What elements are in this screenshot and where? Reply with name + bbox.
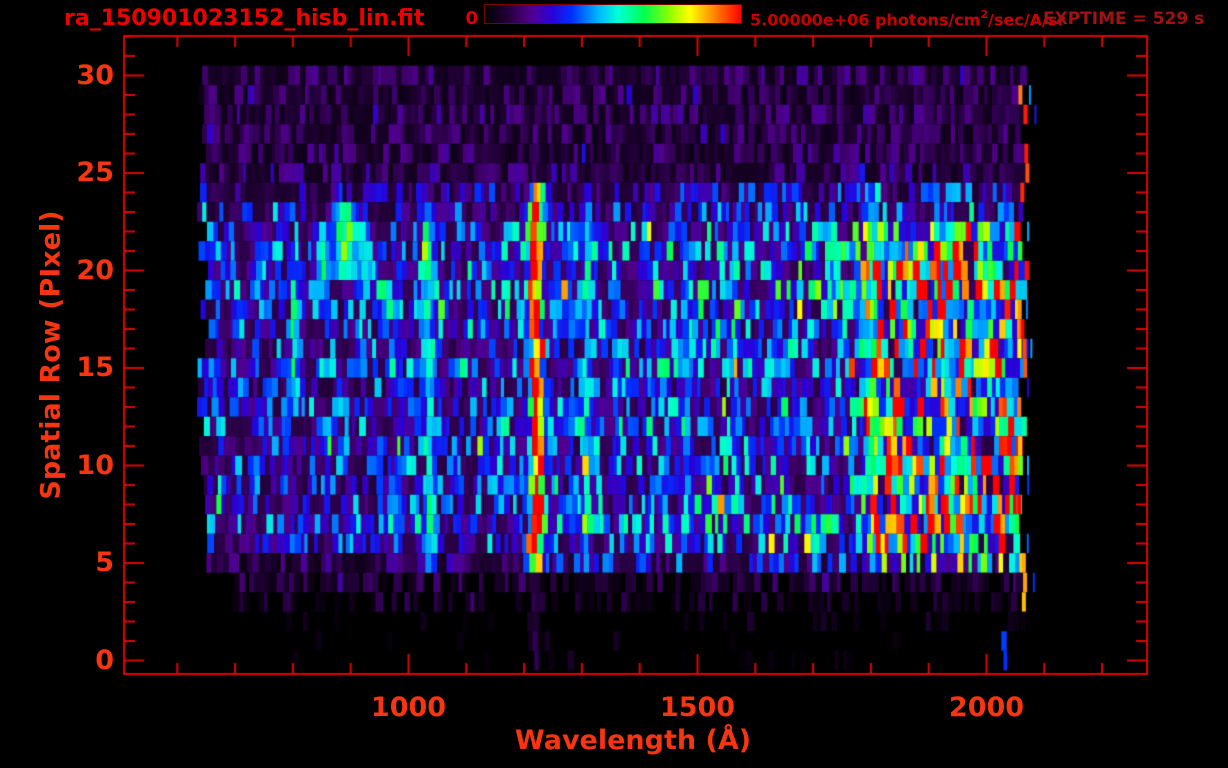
y-tick-label: 5 <box>95 547 114 578</box>
colorbar-gradient <box>484 4 742 24</box>
x-tick-label: 1500 <box>659 692 736 723</box>
flux-value-units: 5.00000e+06 photons/cm <box>750 10 981 30</box>
exptime-label: EXPTIME = 529 s <box>1043 9 1205 29</box>
x-tick-label: 1000 <box>370 692 447 723</box>
y-tick-label: 10 <box>76 449 114 481</box>
x-axis-title: Wavelength (Å) <box>514 725 752 756</box>
y-tick-label: 20 <box>76 254 114 286</box>
colorbar-max-label: 5.00000e+06 photons/cm2/sec/A/sr <box>750 8 1066 30</box>
x-tick-label: 2000 <box>948 692 1025 723</box>
file-title: ra_150901023152_hisb_lin.fit <box>64 6 425 31</box>
y-tick-label: 25 <box>76 157 114 188</box>
y-tick-label: 0 <box>95 644 114 676</box>
y-tick-label: 30 <box>76 59 114 91</box>
y-tick-label: 15 <box>76 352 114 383</box>
flux-units-suffix: /sec/A/sr <box>988 10 1066 30</box>
colorbar-min-label: 0 <box>465 8 478 29</box>
flux-superscript: 2 <box>980 8 989 21</box>
